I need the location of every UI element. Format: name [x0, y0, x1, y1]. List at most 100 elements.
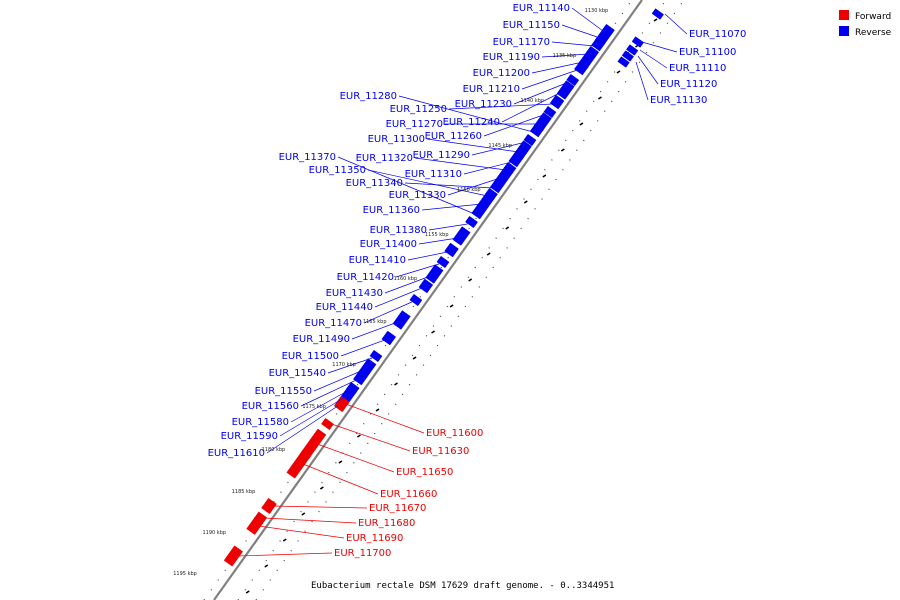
- track-mark: [338, 460, 343, 464]
- gene-label: EUR_11420: [337, 272, 394, 283]
- gene-label: EUR_11340: [346, 178, 403, 189]
- gene-label: EUR_11370: [279, 152, 336, 163]
- reverse-gene: [381, 330, 397, 346]
- forward-gene: [286, 449, 312, 479]
- leader-line: [407, 251, 448, 261]
- reverse-gene: [436, 255, 450, 269]
- reverse-gene: [556, 80, 575, 100]
- gene-label: EUR_11110: [669, 63, 726, 74]
- gene-label: EUR_11490: [293, 334, 350, 345]
- reverse-gene: [425, 264, 444, 284]
- reverse-gene: [574, 60, 589, 76]
- reverse-gene: [489, 178, 505, 194]
- leader-line: [501, 91, 562, 123]
- reverse-gene: [369, 349, 383, 363]
- gene-label: EUR_11680: [358, 518, 415, 529]
- gene-label: EUR_11330: [389, 190, 446, 201]
- scale-tick-label: 1140 kbp: [521, 98, 545, 104]
- forward-gene: [261, 497, 277, 515]
- gene-label: EUR_11200: [473, 68, 530, 79]
- gene-label: EUR_11350: [309, 165, 366, 176]
- leader-line: [561, 24, 601, 39]
- leader-line: [327, 357, 373, 374]
- leader-line: [279, 397, 344, 437]
- leader-line: [258, 525, 345, 539]
- reverse-gene: [392, 310, 411, 330]
- gene-label: EUR_11320: [356, 153, 413, 164]
- track-mark: [523, 200, 528, 204]
- leader-line: [351, 321, 398, 340]
- track-mark: [449, 304, 454, 308]
- leader-line: [237, 552, 333, 557]
- gene-label: EUR_11600: [426, 428, 483, 439]
- reverse-gene: [621, 50, 635, 62]
- track-mark: [375, 408, 380, 412]
- track-mark: [579, 122, 584, 126]
- scale-tick-label: 1180 kbp: [262, 447, 286, 453]
- gene-label: EUR_11630: [412, 446, 469, 457]
- track-mark: [560, 148, 565, 152]
- track-mark: [264, 564, 269, 568]
- gene-label: EUR_11290: [413, 150, 470, 161]
- leader-line: [367, 169, 488, 197]
- leader-line: [471, 141, 527, 156]
- leader-line: [421, 203, 482, 211]
- gene-label: EUR_11190: [483, 52, 540, 63]
- leader-line: [428, 223, 468, 231]
- leader-line: [317, 443, 395, 473]
- leader-line: [483, 113, 547, 137]
- gene-label: EUR_11660: [380, 489, 437, 500]
- gene-label: EUR_11240: [443, 117, 500, 128]
- gene-label: EUR_11540: [269, 368, 326, 379]
- gene-label: EUR_11580: [232, 417, 289, 428]
- leader-line: [447, 177, 501, 196]
- gene-label: EUR_11250: [390, 104, 447, 115]
- genome-backbone: [213, 0, 643, 600]
- reverse-gene: [626, 44, 639, 56]
- track-mark: [431, 330, 436, 334]
- legend-label-forward: Forward: [855, 12, 891, 22]
- leader-line: [418, 237, 458, 245]
- reverse-gene: [508, 152, 524, 168]
- leader-line: [571, 7, 605, 33]
- legend-label-reverse: Reverse: [855, 28, 892, 38]
- gene-label: EUR_11270: [386, 119, 443, 130]
- leader-line: [398, 95, 534, 133]
- gene-label: EUR_11700: [334, 548, 391, 559]
- gene-label: EUR_11470: [305, 318, 362, 329]
- gene-label: EUR_11650: [396, 467, 453, 478]
- reverse-gene: [418, 278, 434, 294]
- gene-label: EUR_11170: [493, 37, 550, 48]
- reverse-gene: [409, 293, 423, 307]
- track-mark: [282, 538, 287, 542]
- scale-tick-label: 1145 kbp: [488, 143, 512, 149]
- reverse-gene: [471, 204, 486, 220]
- gene-label: EUR_11550: [255, 386, 312, 397]
- leader-line: [513, 81, 569, 105]
- legend: Forward Reverse: [839, 10, 892, 38]
- track-mark: [356, 434, 361, 438]
- reverse-gene: [452, 226, 471, 246]
- forward-gene: [246, 517, 264, 535]
- scale-tick-label: 1130 kbp: [585, 8, 609, 14]
- track-mark: [597, 96, 602, 100]
- reverse-gene: [444, 242, 459, 258]
- leader-line: [273, 505, 368, 509]
- leader-line: [541, 53, 589, 58]
- gene-label: EUR_11210: [463, 84, 520, 95]
- leader-line: [664, 13, 688, 35]
- gene-label: EUR_11130: [650, 95, 707, 106]
- leader-line: [384, 275, 431, 294]
- reverse-gene: [631, 36, 644, 48]
- leader-line: [302, 463, 379, 495]
- scale-tick-label: 1185 kbp: [232, 489, 256, 495]
- scale-tick-label: 1195 kbp: [173, 571, 197, 577]
- track-mark: [486, 252, 491, 256]
- reverse-gene: [549, 94, 565, 110]
- track-mark: [542, 174, 547, 178]
- reverse-gene: [651, 8, 664, 20]
- leader-line: [363, 301, 413, 324]
- leader-line: [531, 61, 584, 74]
- gene-label: EUR_11690: [346, 533, 403, 544]
- scale-tick-label: 1155 kbp: [425, 232, 449, 238]
